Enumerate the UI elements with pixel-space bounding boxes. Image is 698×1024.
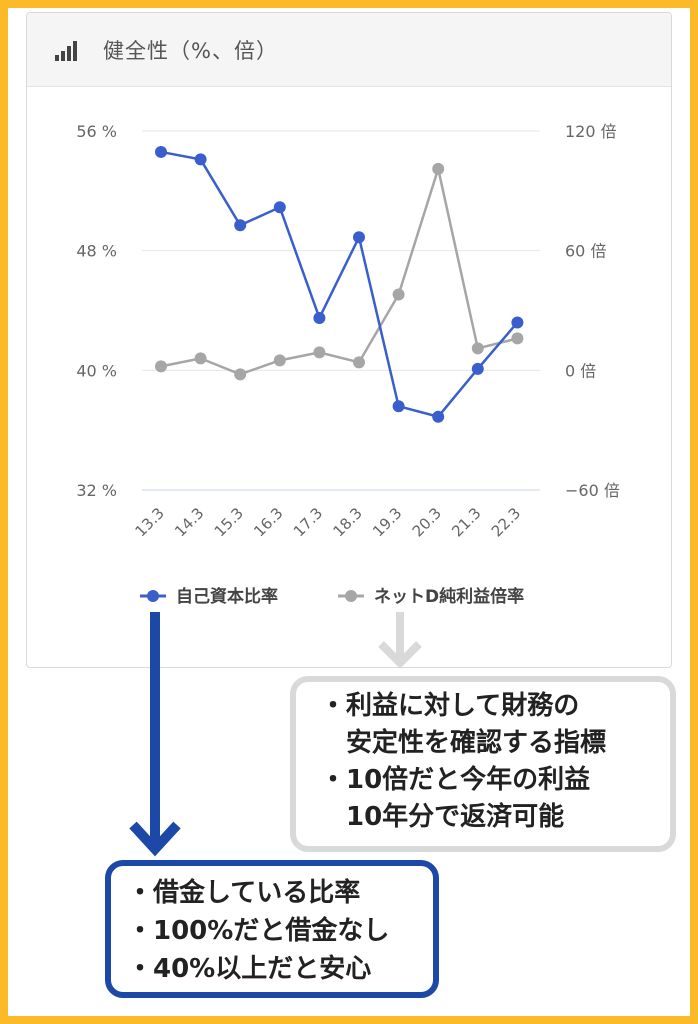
x-tick-label: 22.3 <box>488 504 524 540</box>
data-point <box>432 410 445 423</box>
x-tick-label: 17.3 <box>290 504 326 540</box>
data-point <box>313 346 326 359</box>
data-point <box>313 311 326 324</box>
blue-annotation-box: ・借金している比率 ・100%だと借金なし ・40%以上だと安心 <box>105 860 439 998</box>
gray-annotation-line: ・10倍だと今年の利益 <box>320 765 591 795</box>
data-point <box>234 368 247 381</box>
data-point <box>471 342 484 355</box>
data-point <box>273 354 286 367</box>
y-left-tick-label: 48 % <box>76 242 117 261</box>
data-point <box>432 162 445 175</box>
series-line <box>160 150 519 419</box>
chart: 32 % 40 % 48 % 56 % −60 倍 0 倍 60 倍 120 倍 13.3 14.… <box>76 122 620 607</box>
data-point <box>392 400 405 413</box>
x-tick-label: 15.3 <box>211 504 247 540</box>
x-tick-label: 21.3 <box>448 504 484 540</box>
x-tick-label: 18.3 <box>329 504 365 540</box>
data-point <box>155 360 167 373</box>
x-tick-label: 20.3 <box>409 504 445 540</box>
legend-swatch-marker <box>345 590 357 602</box>
y-left-tick-label: 32 % <box>76 481 117 500</box>
y-right-tick-label: 60 倍 <box>565 242 606 261</box>
blue-annotation-line: ・40%以上だと安心 <box>127 954 372 984</box>
data-point <box>511 316 524 329</box>
data-point <box>353 231 365 244</box>
data-point <box>194 352 207 365</box>
y-left-tick-label: 40 % <box>76 361 117 380</box>
chart-card: 健全性（%、倍） <box>26 12 672 668</box>
data-point <box>511 332 524 345</box>
y-left-tick-label: 56 % <box>76 122 117 141</box>
gray-annotation-line: 10年分で返済可能 <box>346 802 565 832</box>
x-tick-label: 19.3 <box>369 504 405 540</box>
y-right-tick-label: 0 倍 <box>565 361 596 380</box>
data-point <box>194 153 207 166</box>
legend-label: 自己資本比率 <box>176 586 278 607</box>
gray-annotation-line: 安定性を確認する指標 <box>346 728 607 758</box>
x-tick-label: 16.3 <box>250 504 286 540</box>
data-point <box>273 201 286 214</box>
data-point <box>471 362 484 375</box>
data-point <box>392 288 405 301</box>
x-tick-label: 13.3 <box>131 504 167 540</box>
bar-chart-icon <box>55 41 77 61</box>
x-tick-label: 14.3 <box>171 504 207 540</box>
data-point <box>353 356 365 369</box>
series-line <box>160 164 518 376</box>
blue-annotation-line: ・借金している比率 <box>127 878 361 908</box>
data-point <box>155 145 167 158</box>
legend-label: ネットD純利益倍率 <box>374 586 524 607</box>
blue-annotation-line: ・100%だと借金なし <box>127 916 390 946</box>
gray-annotation-box: ・利益に対して財務の 安定性を確認する指標 ・10倍だと今年の利益 10年分で返… <box>290 676 676 852</box>
data-point <box>234 219 247 232</box>
card-header: 健全性（%、倍） <box>27 13 671 87</box>
y-right-tick-label: −60 倍 <box>565 481 620 500</box>
y-right-tick-label: 120 倍 <box>565 122 617 141</box>
legend-swatch-marker <box>147 590 159 602</box>
panel-title: 健全性（%、倍） <box>103 39 278 63</box>
gray-annotation-line: ・利益に対して財務の <box>320 691 580 721</box>
